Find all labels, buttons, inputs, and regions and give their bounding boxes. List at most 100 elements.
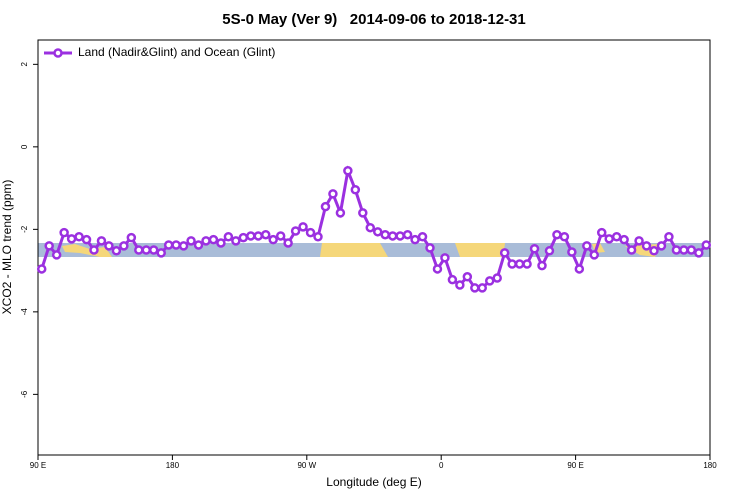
point <box>671 245 682 255</box>
point <box>119 241 129 251</box>
point <box>335 208 346 218</box>
point <box>148 245 159 255</box>
point <box>260 229 271 240</box>
point <box>447 274 458 285</box>
point <box>305 227 316 238</box>
point <box>544 246 555 256</box>
point <box>649 246 659 256</box>
point <box>283 238 293 248</box>
point <box>238 232 249 243</box>
point <box>567 247 577 257</box>
point <box>522 259 532 269</box>
land-patch <box>320 243 388 257</box>
point <box>253 231 264 241</box>
land-patch <box>455 243 505 257</box>
land-patch <box>62 244 112 257</box>
point <box>552 229 562 240</box>
point <box>298 222 308 232</box>
point <box>126 232 137 243</box>
point <box>81 234 92 245</box>
point <box>246 231 256 241</box>
x-tick-label: 180 <box>166 461 180 470</box>
point <box>231 236 241 246</box>
point <box>59 227 69 238</box>
point <box>656 241 667 251</box>
point <box>74 232 84 242</box>
point <box>589 250 600 260</box>
point <box>387 231 398 241</box>
point <box>634 236 644 246</box>
point <box>44 241 54 251</box>
point <box>380 229 390 240</box>
point <box>537 260 547 271</box>
point <box>275 231 286 241</box>
y-tick-label: -2 <box>20 225 29 233</box>
point <box>641 241 652 251</box>
point <box>350 184 361 195</box>
point <box>178 241 189 251</box>
point <box>89 245 99 255</box>
point <box>440 253 450 263</box>
point <box>559 232 570 242</box>
point <box>156 248 166 258</box>
point <box>328 189 338 199</box>
x-tick-label: 180 <box>703 461 717 470</box>
point <box>51 250 62 260</box>
legend-marker <box>53 48 63 58</box>
point <box>201 236 211 246</box>
point <box>611 232 622 242</box>
point <box>679 245 689 255</box>
point <box>701 240 712 250</box>
point <box>417 232 428 242</box>
x-axis-label: Longitude (deg E) <box>326 475 421 489</box>
point <box>470 283 480 293</box>
point <box>425 243 435 253</box>
point <box>171 240 181 250</box>
point <box>208 234 219 245</box>
point <box>507 259 517 269</box>
point <box>358 208 368 218</box>
point <box>499 248 510 258</box>
x-tick-label: 90 E <box>567 461 583 470</box>
point <box>320 201 331 212</box>
point <box>596 227 607 238</box>
point <box>619 234 629 245</box>
point <box>604 234 614 244</box>
point <box>402 229 413 240</box>
point <box>216 238 226 248</box>
point <box>484 276 495 286</box>
x-tick-label: 90 E <box>30 461 46 470</box>
point <box>193 240 204 250</box>
y-axis-label: XCO2 - MLO trend (ppm) <box>0 180 14 315</box>
point <box>104 241 114 251</box>
point <box>66 234 77 244</box>
legend-label: Land (Nadir&Glint) and Ocean (Glint) <box>78 45 275 59</box>
chart-title: 5S-0 May (Ver 9) 2014-09-06 to 2018-12-3… <box>222 11 526 28</box>
point <box>574 264 585 274</box>
point <box>686 245 697 255</box>
x-tick-label: 90 W <box>297 461 316 470</box>
point <box>290 226 301 236</box>
y-tick-label: -6 <box>20 390 29 398</box>
point <box>664 232 674 242</box>
point <box>365 222 376 233</box>
point <box>582 241 592 251</box>
point <box>462 272 473 282</box>
point <box>223 232 234 242</box>
point <box>529 243 540 254</box>
point <box>492 273 502 283</box>
point <box>477 283 488 293</box>
map-band <box>38 243 710 257</box>
point <box>111 246 122 256</box>
point <box>432 264 443 274</box>
point <box>134 245 144 255</box>
point <box>313 232 323 242</box>
point <box>141 245 152 255</box>
point <box>343 166 353 176</box>
point <box>410 234 420 245</box>
point <box>626 245 637 255</box>
x-tick-label: 0 <box>439 461 444 470</box>
point <box>395 231 405 241</box>
